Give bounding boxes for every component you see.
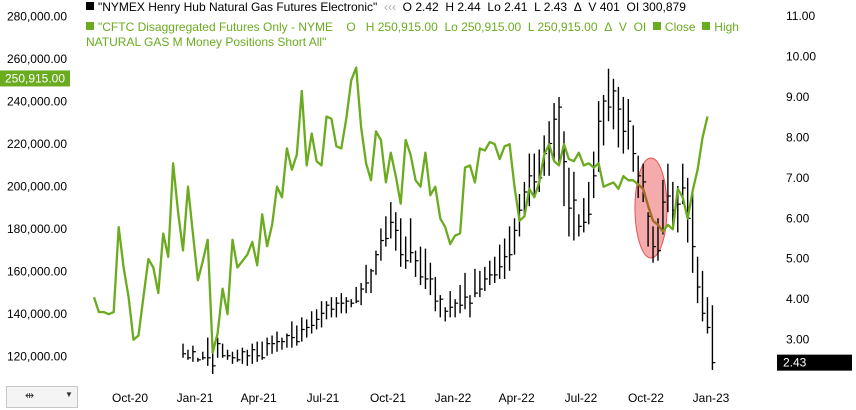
left-tick-label-7: 140,000.00: [7, 307, 67, 321]
price-bars-series: [182, 68, 716, 374]
right-axis: 11.00 10.00 9.00 8.00 7.00 6.00 5.00 4.00 3.00: [786, 9, 816, 346]
money-positions-series: [92, 66, 709, 354]
right-tick-label-5: 6.00: [786, 211, 810, 225]
left-tick-label-4: 200,000.00: [7, 180, 67, 194]
series-2-name-line-1: "CFTC Disaggregated Futures Only - NYME: [98, 20, 333, 34]
highlight-annotation: [634, 157, 668, 259]
series-2-extra-high: High: [714, 20, 739, 34]
x-axis: Oct-20 Jan-21 Apr-21 Jul-21 Oct-21 Jan-22 Apr-…: [112, 391, 730, 405]
x-tick-label-5: Jan-22: [435, 391, 472, 405]
x-tick-label-3: Jul-21: [307, 391, 340, 405]
series-1-stat-v-label: V: [588, 0, 597, 14]
series-1-stat-lo-value: 2.41: [504, 0, 528, 14]
right-tick-label-0: 11.00: [786, 9, 815, 23]
left-tick-label-8: 120,000.00: [7, 350, 67, 364]
left-tick-label-5: 180,000.00: [7, 222, 67, 236]
series-2-line-1: "CFTC Disaggregated Futures Only - NYME …: [86, 20, 739, 35]
current-right-value-label: 2.43: [783, 356, 807, 370]
series-1-stat-h-label: H: [445, 0, 455, 14]
x-tick-label-9: Jan-23: [693, 391, 730, 405]
series-1-stat-o-label: O: [402, 0, 412, 14]
current-value-labels: 250,915.00 2.43: [0, 70, 852, 371]
right-tick-label-2: 9.00: [786, 90, 810, 104]
left-axis: 280,000.00 260,000.00 240,000.00 220,000.00…: [7, 10, 67, 364]
series-2-stat-l-label: L: [527, 20, 535, 34]
high-swatch: [702, 22, 711, 30]
x-tick-label-4: Oct-21: [370, 391, 406, 405]
series-2-stat-l-value: 250,915.00: [537, 20, 598, 34]
right-tick-label-1: 10.00: [786, 50, 816, 64]
resize-crosshair-icon: ⇹: [25, 390, 35, 402]
right-tick-label-3: 8.00: [786, 130, 810, 144]
right-tick-label-7: 4.00: [786, 292, 810, 306]
series-1-stat-l-label: L: [534, 0, 541, 14]
series-1-swatch: [86, 2, 94, 10]
current-right-value-box: [777, 354, 852, 371]
chart-settings-dropdown[interactable]: ⇹ ▼: [6, 386, 78, 408]
series-1-stat-h-value: 2.44: [457, 0, 481, 14]
right-tick-label-8: 3.00: [786, 333, 810, 347]
series-1-stat-o-value: 2.42: [415, 0, 439, 14]
left-tick-label-3: 220,000.00: [7, 137, 67, 151]
series-2-stat-delta-label: Δ: [604, 20, 613, 34]
series-2-stat-o-label: O: [346, 20, 356, 34]
series-1-stat-l-value: 2.43: [543, 0, 568, 14]
chevron-down-icon: ▼: [65, 390, 73, 399]
left-tick-label-0: 280,000.00: [7, 10, 67, 24]
series-2-stat-v-label: V: [618, 20, 627, 34]
series-2-swatch: [86, 22, 94, 30]
legend-series-2[interactable]: "CFTC Disaggregated Futures Only - NYME …: [86, 20, 739, 50]
money-positions-line: [92, 66, 709, 354]
series-1-stat-delta-label: Δ: [573, 0, 582, 14]
series-2-extra-close: Close: [664, 20, 696, 34]
series-2-stat-oi-label: OI: [633, 20, 647, 34]
series-2-stat-lo-label: Lo: [444, 20, 458, 34]
highlighted-line-segment: [637, 183, 664, 232]
series-1-name: "NYMEX Henry Hub Natural Gas Futures Ele…: [98, 0, 378, 14]
current-left-value-box: [0, 70, 70, 87]
left-tick-label-6: 160,000.00: [7, 265, 67, 279]
legend-series-1[interactable]: "NYMEX Henry Hub Natural Gas Futures Ele…: [86, 0, 686, 14]
x-tick-label-7: Jul-22: [565, 391, 598, 405]
series-1-stat-oi-label: OI: [626, 0, 640, 14]
series-2-line-2: NATURAL GAS M Money Positions Short All": [86, 35, 327, 49]
series-1-stat-lo-label: Lo: [487, 0, 501, 14]
x-tick-label-0: Oct-20: [112, 391, 148, 405]
current-left-value-label: 250,915.00: [5, 71, 65, 85]
x-tick-label-1: Jan-21: [177, 391, 214, 405]
series-2-stat-h-value: 250,915.00: [377, 20, 438, 34]
series-2-stat-lo-value: 250,915.00: [461, 20, 522, 34]
series-1-stat-oi-value: 300,879: [642, 0, 686, 14]
left-tick-label-1: 260,000.00: [7, 52, 67, 66]
series-1-stat-v-value: 401: [599, 0, 620, 14]
x-tick-label-6: Apr-22: [499, 391, 535, 405]
close-swatch: [652, 22, 661, 30]
highlight-ellipse: [634, 157, 668, 259]
x-tick-label-2: Apr-21: [241, 391, 277, 405]
right-tick-label-4: 7.00: [786, 171, 810, 185]
series-1-dim-marker: ‹‹‹: [380, 0, 400, 14]
left-tick-label-2: 240,000.00: [7, 95, 67, 109]
right-tick-label-6: 5.00: [786, 252, 810, 266]
series-2-stat-h-label: H: [365, 20, 375, 34]
x-tick-label-8: Oct-22: [628, 391, 664, 405]
